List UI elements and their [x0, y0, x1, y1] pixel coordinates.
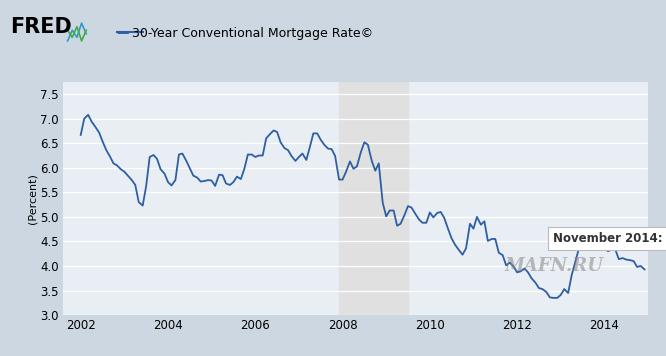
Text: —: — — [117, 27, 129, 40]
Bar — [339, 82, 408, 315]
Text: MAFN.RU: MAFN.RU — [505, 257, 604, 275]
Text: November 2014: 4.00: November 2014: 4.00 — [553, 232, 666, 245]
Text: 30-Year Conventional Mortgage Rate©: 30-Year Conventional Mortgage Rate© — [132, 27, 373, 40]
Text: FRED: FRED — [10, 17, 72, 37]
Y-axis label: (Percent): (Percent) — [28, 173, 38, 224]
